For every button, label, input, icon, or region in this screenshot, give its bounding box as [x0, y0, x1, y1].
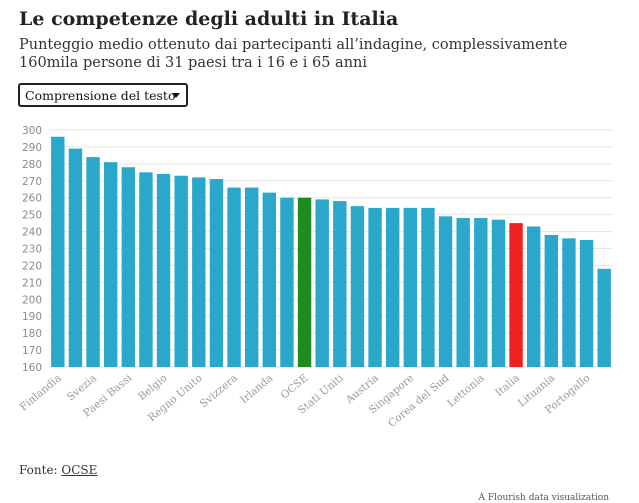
bar-belgio[interactable]: Belgio: 274 — [156, 174, 171, 367]
y-tick-label: 300 — [22, 125, 42, 137]
bar-germania[interactable]: Germania: 266 — [244, 187, 259, 367]
source-link[interactable]: OCSE — [61, 463, 98, 477]
x-tick-label: Svizzera — [198, 372, 240, 410]
chevron-down-icon — [172, 93, 180, 98]
bar-portogallo[interactable]: Portogallo: 235 — [579, 240, 594, 367]
bar-svizzera[interactable]: Svizzera: 266 — [227, 187, 241, 367]
bar-italia[interactable]: Italia: 245 — [509, 223, 523, 367]
y-tick-label: 170 — [22, 345, 42, 357]
y-tick-label: 180 — [22, 328, 42, 340]
bar-lituania[interactable]: Lituania: 238 — [544, 234, 559, 367]
x-tick-label: Irlanda — [238, 372, 275, 406]
x-tick-label: Corea del Sud — [386, 372, 452, 430]
chart-title: Le competenze degli adulti in Italia — [19, 8, 399, 30]
x-tick-label: Lettonia — [445, 372, 487, 410]
bar-giappone[interactable]: Giappone: 289 — [68, 148, 83, 367]
bar-canada[interactable]: Canada: 271 — [209, 179, 224, 367]
bar-slovacchia[interactable]: Slovacchia: 254 — [385, 207, 400, 367]
y-tick-label: 190 — [22, 311, 42, 323]
bar-regno-unito[interactable]: Regno Unito: 272 — [192, 177, 206, 367]
y-axis-ticks: 160 170 180 190 200 210 220 230 240 250 260 270 280 2… — [22, 125, 42, 374]
y-tick-label: 270 — [22, 176, 42, 188]
bar-croazia[interactable]: Croazia: 243 — [526, 226, 541, 367]
bar-israele[interactable]: Israele: 254 — [421, 207, 435, 367]
bar-polonia[interactable]: Polonia: 236 — [562, 238, 576, 367]
bar-estonia[interactable]: Estonia: 275 — [139, 172, 153, 367]
bar-chart: 160 170 180 190 200 210 220 230 240 250 260 270 280 2… — [18, 125, 613, 430]
x-tick-label: Finlandia — [18, 372, 64, 413]
source-note: Fonte: OCSE — [19, 463, 97, 477]
y-tick-label: 200 — [22, 294, 42, 306]
bar-paesi-bassi[interactable]: Paesi Bassi: 278 — [121, 167, 136, 367]
y-tick-label: 220 — [22, 260, 42, 272]
bar-spagna[interactable]: Spagna: 247 — [491, 219, 506, 367]
metric-dropdown-value: Comprensione del testo — [25, 88, 176, 103]
bar-cile[interactable]: Cile: 218 — [597, 268, 611, 367]
y-tick-label: 280 — [22, 159, 42, 171]
source-prefix: Fonte: — [19, 463, 62, 477]
bar-stati-uniti[interactable]: Stati Uniti: 258 — [333, 201, 347, 367]
x-tick-label: Italia — [493, 372, 522, 399]
y-tick-label: 260 — [22, 193, 42, 205]
bar-finlandia[interactable]: Finlandia: 296 — [51, 136, 65, 367]
y-tick-label: 240 — [22, 227, 42, 239]
y-tick-label: 210 — [22, 277, 42, 289]
bar-norvegia[interactable]: Norvegia: 281 — [103, 162, 118, 367]
flourish-credit[interactable]: A Flourish data visualization — [478, 493, 609, 503]
bar-francia[interactable]: Francia: 248 — [456, 218, 470, 367]
bar-austria[interactable]: Austria: 254 — [368, 207, 382, 367]
y-tick-label: 160 — [22, 362, 42, 374]
bar-ungheria[interactable]: Ungheria: 255 — [350, 206, 365, 367]
chart-subtitle: Punteggio medio ottenuto dai partecipant… — [19, 37, 568, 71]
bar-nuova-zelanda[interactable]: Nuova Zelanda: 259 — [315, 199, 329, 367]
bar-svezia[interactable]: Svezia: 284 — [86, 157, 100, 367]
bar-irlanda[interactable]: Irlanda: 263 — [262, 192, 277, 367]
bar-danimarca[interactable]: Danimarca: 273 — [174, 175, 188, 367]
bars: Finlandia: 296Giappone: 289Svezia: 284No… — [51, 136, 611, 367]
bar-lettonia[interactable]: Lettonia: 248 — [474, 218, 488, 367]
y-tick-label: 290 — [22, 142, 42, 154]
y-tick-label: 250 — [22, 210, 42, 222]
y-tick-label: 230 — [22, 244, 42, 256]
bar-singapore[interactable]: Singapore: 254 — [403, 207, 418, 367]
bar-corea-del-sud[interactable]: Corea del Sud: 249 — [438, 216, 453, 367]
metric-dropdown[interactable]: Comprensione del testo — [18, 83, 188, 107]
bar-ocse[interactable]: OCSE: 260 — [297, 197, 312, 367]
bar-repubblica-ceca[interactable]: Repubblica Ceca: 260 — [280, 197, 294, 367]
x-tick-label: OCSE — [279, 372, 311, 401]
